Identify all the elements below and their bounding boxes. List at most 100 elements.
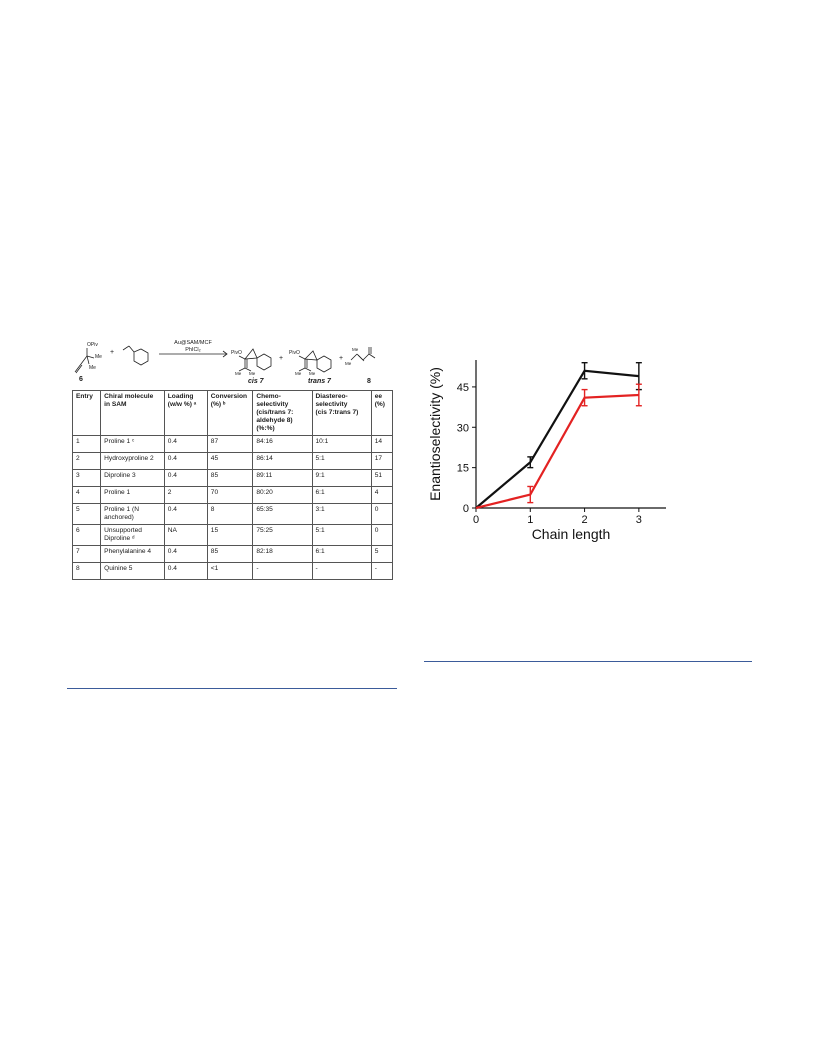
header-diastereoselectivity: Diastereo-selectivity (cis 7:trans 7)	[311, 390, 372, 436]
cell-ee: 14	[370, 435, 394, 453]
cell-diastereoselectivity: 6:1	[311, 545, 372, 563]
table-row: 1 Proline 1 ᶜ 0.4 87 84:16 10:1 14	[71, 435, 394, 453]
me-label: Me	[249, 371, 256, 376]
trans-product-label: trans 7	[308, 378, 331, 385]
x-tick-label: 2	[582, 514, 588, 526]
cell-chiral-molecule: Quinine 5	[100, 562, 165, 580]
cell-chiral-molecule: Proline 1 ᶜ	[100, 435, 165, 453]
cell-ee: 0	[370, 524, 394, 546]
table-row: 2 Hydroxyproline 2 0.4 45 86:14 5:1 17	[71, 452, 394, 470]
cell-chemoselectivity: 86:14	[252, 452, 313, 470]
cell-conversion: 85	[206, 469, 254, 487]
cell-ee: 51	[370, 469, 394, 487]
left-column-rule	[67, 688, 397, 689]
cell-chiral-molecule: Diproline 3	[100, 469, 165, 487]
cell-chiral-molecule: Proline 1 (N anchored)	[100, 503, 165, 525]
cell-conversion: 8	[206, 503, 254, 525]
cell-conversion: 85	[206, 545, 254, 563]
cell-entry: 3	[71, 469, 102, 487]
table-row: 4 Proline 1 2 70 80:20 6:1 4	[71, 486, 394, 504]
cell-conversion: 45	[206, 452, 254, 470]
reaction-scheme: 6 OPiv Me Me + Au@SAM/MCF PhICl₂ PivO Me…	[67, 340, 393, 388]
header-conversion: Conversion (%) ᵇ	[206, 390, 254, 436]
cell-loading: 0.4	[163, 452, 208, 470]
table-header-row: Entry Chiral molecule in SAM Loading (w/w …	[71, 390, 394, 436]
cell-loading: 0.4	[163, 503, 208, 525]
cell-chiral-molecule: Phenylalanine 4	[100, 545, 165, 563]
cell-conversion: <1	[206, 562, 254, 580]
cis-ester-group: PivO	[231, 350, 242, 356]
cell-conversion: 70	[206, 486, 254, 504]
enantioselectivity-chart: 0 1 2 3 0 15 30 45 Chain length Enantioselectiv…	[424, 350, 684, 550]
cell-chemoselectivity: 82:18	[252, 545, 313, 563]
me-label: Me	[352, 347, 359, 352]
cell-loading: 0.4	[163, 545, 208, 563]
me-label: Me	[235, 371, 242, 376]
cell-ee: -	[370, 562, 394, 580]
x-tick-label: 1	[527, 514, 533, 526]
cell-diastereoselectivity: 6:1	[311, 486, 372, 504]
header-entry: Entry	[71, 390, 102, 436]
cell-ee: 0	[370, 503, 394, 525]
table-row: 7 Phenylalanine 4 0.4 85 82:18 6:1 5	[71, 545, 394, 563]
table-body: 1 Proline 1 ᶜ 0.4 87 84:16 10:1 14 2 Hyd…	[71, 435, 394, 580]
reaction-scheme-drawing	[74, 345, 376, 374]
cis-product-label: cis 7	[248, 378, 264, 385]
cell-conversion: 87	[206, 435, 254, 453]
reactant-group-label: Me	[95, 354, 102, 360]
cell-loading: NA	[163, 524, 208, 546]
trans-ester-group: PivO	[289, 350, 300, 356]
table-row: 3 Diproline 3 0.4 85 89:11 9:1 51	[71, 469, 394, 487]
y-tick-label: 45	[457, 382, 469, 394]
cell-loading: 0.4	[163, 469, 208, 487]
cell-loading: 0.4	[163, 435, 208, 453]
right-column-rule	[424, 661, 752, 662]
cell-ee: 17	[370, 452, 394, 470]
header-chiral-molecule: Chiral molecule in SAM	[100, 390, 165, 436]
series-layer	[475, 361, 642, 510]
conditions-oxidant: PhICl₂	[185, 347, 201, 353]
y-axis-label: Enantioselectivity (%)	[427, 367, 443, 501]
cell-chemoselectivity: 75:25	[252, 524, 313, 546]
cell-chemoselectivity: 65:35	[252, 503, 313, 525]
me-label: Me	[295, 371, 302, 376]
cell-chiral-molecule: Unsupported Diproline ᵈ	[100, 524, 165, 546]
cell-diastereoselectivity: -	[311, 562, 372, 580]
cell-diastereoselectivity: 5:1	[311, 452, 372, 470]
y-tick-label: 30	[457, 422, 469, 434]
results-figure: 6 OPiv Me Me + Au@SAM/MCF PhICl₂ PivO Me…	[67, 340, 394, 592]
plus-sign: +	[279, 355, 284, 362]
reactant-group-label: OPiv	[87, 342, 98, 348]
me-label: Me	[309, 371, 316, 376]
cell-chemoselectivity: 89:11	[252, 469, 313, 487]
cell-chiral-molecule: Proline 1	[100, 486, 165, 504]
x-axis-label: Chain length	[532, 526, 611, 542]
cell-diastereoselectivity: 10:1	[311, 435, 372, 453]
cell-diastereoselectivity: 9:1	[311, 469, 372, 487]
header-ee: ee (%)	[370, 390, 394, 436]
cell-entry: 4	[71, 486, 102, 504]
cell-loading: 0.4	[163, 562, 208, 580]
series-line	[475, 393, 639, 510]
cell-entry: 1	[71, 435, 102, 453]
x-tick-label: 3	[636, 514, 642, 526]
cell-ee: 4	[370, 486, 394, 504]
cell-chemoselectivity: 80:20	[252, 486, 313, 504]
cell-entry: 5	[71, 503, 102, 525]
me-label: Me	[345, 361, 352, 366]
cell-chemoselectivity: -	[252, 562, 313, 580]
results-table: Entry Chiral molecule in SAM Loading (w/w …	[71, 390, 394, 580]
cell-entry: 7	[71, 545, 102, 563]
cell-ee: 5	[370, 545, 394, 563]
table-row: 5 Proline 1 (N anchored) 0.4 8 65:35 3:1…	[71, 503, 394, 525]
y-tick-label: 15	[457, 463, 469, 475]
cell-conversion: 15	[206, 524, 254, 546]
x-tick-label: 0	[473, 514, 479, 526]
plus-sign: +	[110, 349, 115, 356]
table-row: 8 Quinine 5 0.4 <1 - - -	[71, 562, 394, 580]
cell-chiral-molecule: Hydroxyproline 2	[100, 452, 165, 470]
header-chemoselectivity: Chemo-selectivity (cis/trans 7: aldehyde 8…	[252, 390, 313, 436]
cell-chemoselectivity: 84:16	[252, 435, 313, 453]
